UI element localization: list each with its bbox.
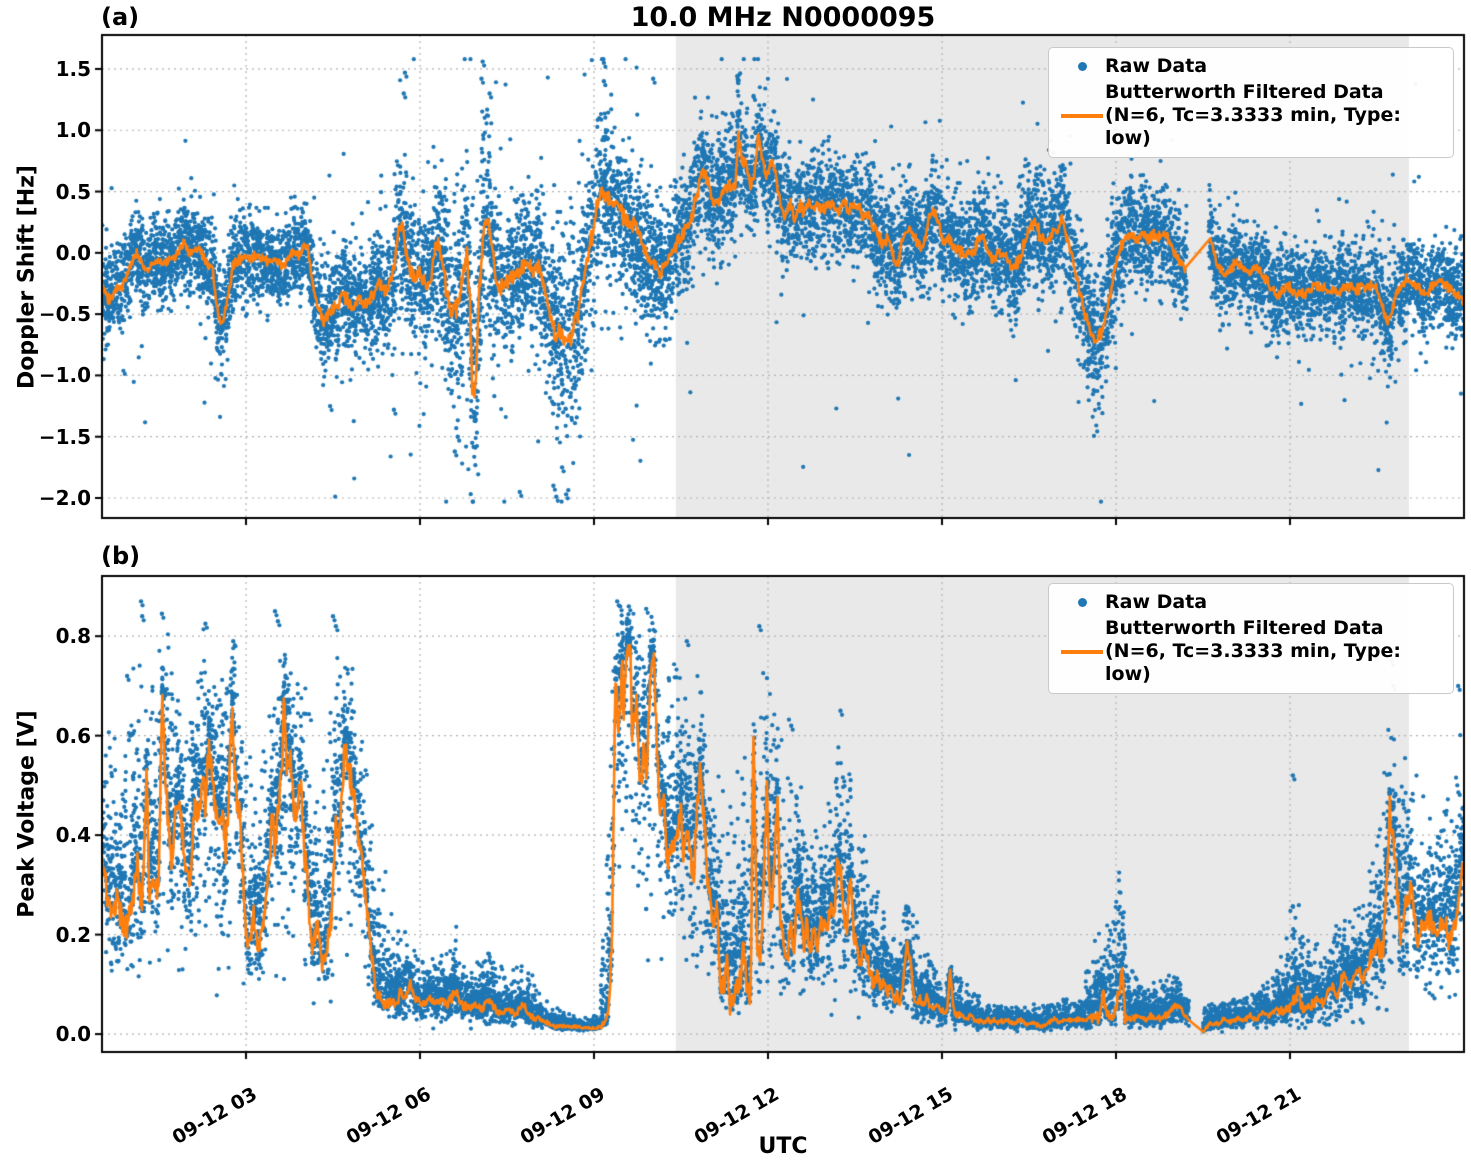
y-tick-label: 1.0 bbox=[55, 118, 91, 143]
y-tick-label: −1.0 bbox=[38, 363, 91, 388]
panel-b-label: (b) bbox=[101, 542, 141, 570]
legend-b-filtered-label: Butterworth Filtered Data (N=6, Tc=3.333… bbox=[1105, 617, 1443, 686]
y-tick-label: 1.5 bbox=[55, 56, 91, 81]
y-tick-label: −1.5 bbox=[38, 424, 91, 449]
legend-a: Raw Data Butterworth Filtered Data (N=6,… bbox=[1048, 47, 1454, 158]
y-tick-label: 0.4 bbox=[55, 823, 91, 848]
y-tick-label: 0.6 bbox=[55, 723, 91, 748]
y-tick-label: 0.8 bbox=[55, 624, 91, 649]
y-tick-label: −0.5 bbox=[38, 302, 91, 327]
legend-b-raw-label: Raw Data bbox=[1105, 591, 1208, 613]
legend-b-filtered-label-line2: (N=6, Tc=3.3333 min, Type: low) bbox=[1105, 640, 1401, 685]
legend-b-raw-row: Raw Data bbox=[1059, 591, 1443, 614]
x-axis-label: UTC bbox=[758, 1134, 808, 1159]
y-tick-label: 0.0 bbox=[55, 240, 91, 265]
legend-b-filtered-label-line1: Butterworth Filtered Data bbox=[1105, 617, 1384, 639]
legend-a-filtered-label-line2: (N=6, Tc=3.3333 min, Type: low) bbox=[1105, 104, 1401, 149]
filtered-line-icon bbox=[1059, 113, 1105, 118]
panel-a-ylabel: Doppler Shift [Hz] bbox=[14, 165, 40, 389]
legend-b: Raw Data Butterworth Filtered Data (N=6,… bbox=[1048, 583, 1454, 694]
y-tick-label: −2.0 bbox=[38, 486, 91, 511]
raw-data-marker-icon bbox=[1059, 598, 1105, 607]
y-tick-label: 0.2 bbox=[55, 922, 91, 947]
legend-a-filtered-label: Butterworth Filtered Data (N=6, Tc=3.333… bbox=[1105, 81, 1443, 150]
panel-a-label: (a) bbox=[101, 3, 140, 31]
legend-b-filtered-row: Butterworth Filtered Data (N=6, Tc=3.333… bbox=[1059, 617, 1443, 686]
legend-a-raw-row: Raw Data bbox=[1059, 55, 1443, 78]
y-tick-label: 0.0 bbox=[55, 1022, 91, 1047]
panel-b-ylabel: Peak Voltage [V] bbox=[14, 710, 40, 918]
figure-title: 10.0 MHz N0000095 bbox=[630, 2, 936, 33]
y-tick-label: 0.5 bbox=[55, 179, 91, 204]
legend-a-filtered-label-line1: Butterworth Filtered Data bbox=[1105, 81, 1384, 103]
filtered-line-icon bbox=[1059, 649, 1105, 654]
legend-a-filtered-row: Butterworth Filtered Data (N=6, Tc=3.333… bbox=[1059, 81, 1443, 150]
legend-a-raw-label: Raw Data bbox=[1105, 55, 1208, 77]
raw-data-marker-icon bbox=[1059, 62, 1105, 71]
